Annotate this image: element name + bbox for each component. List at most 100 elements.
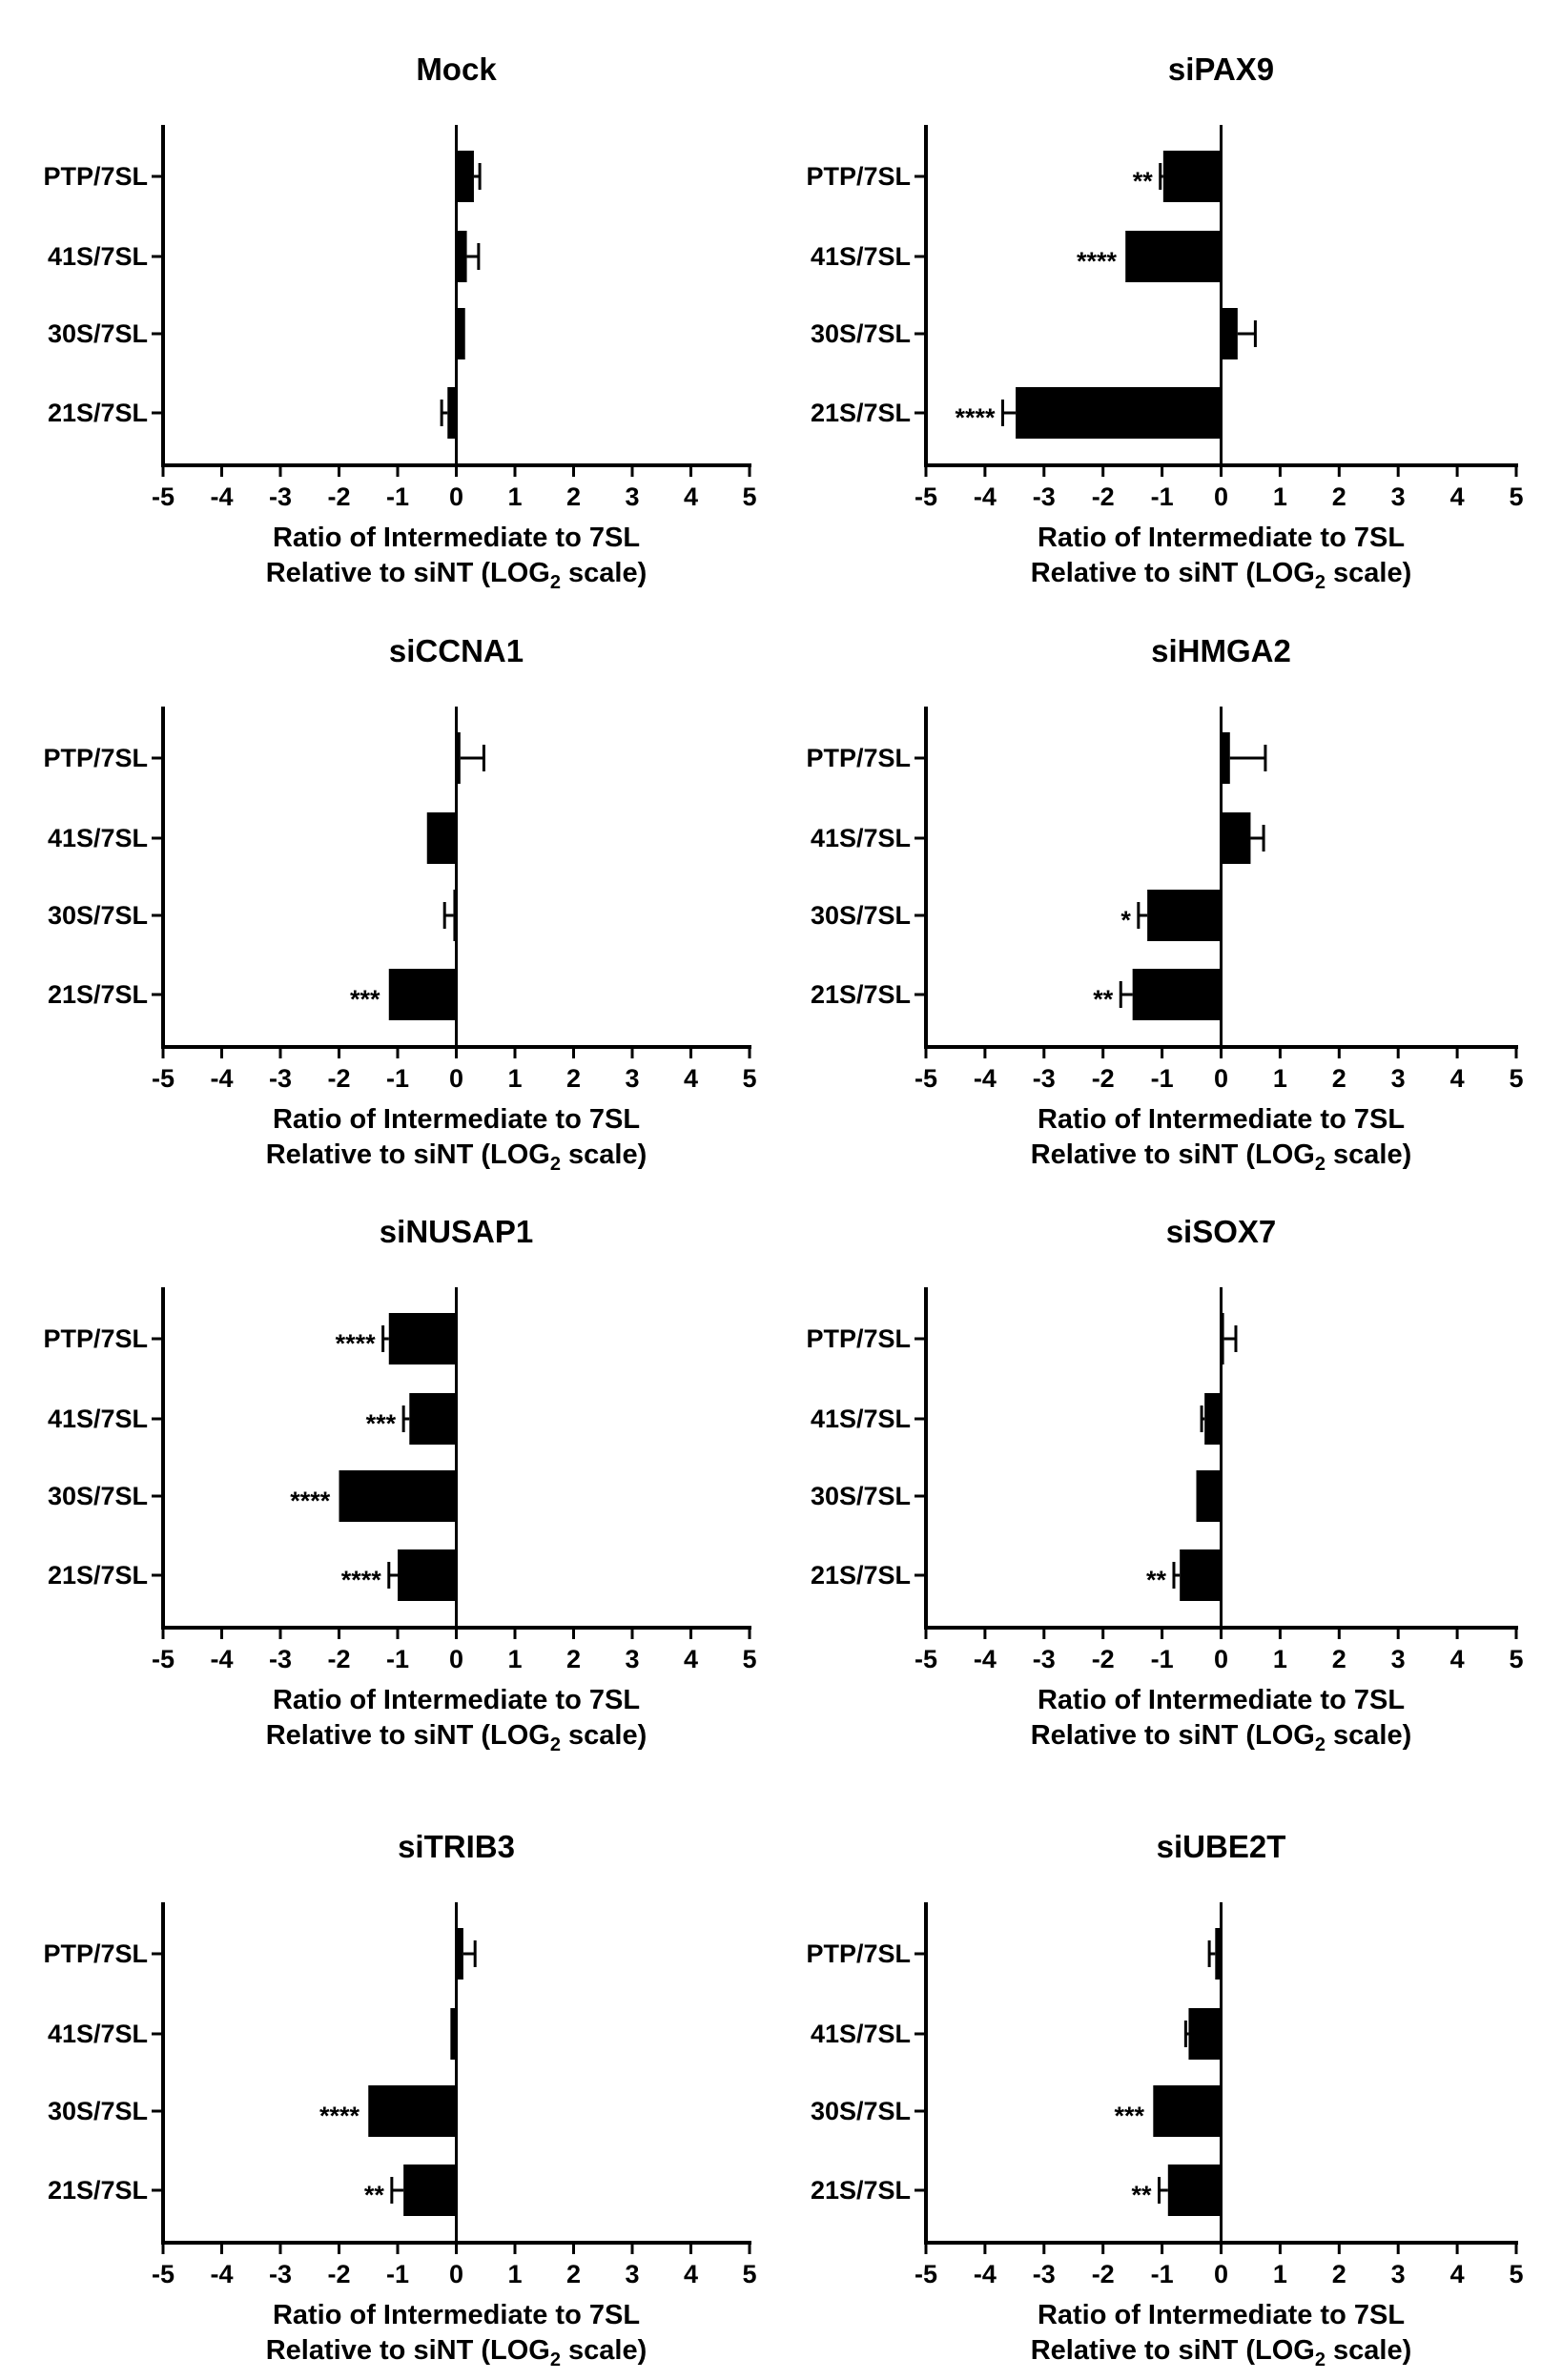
bar <box>388 969 457 1020</box>
x-tick-label: -4 <box>210 1064 233 1093</box>
x-tick-label: 1 <box>507 2260 522 2288</box>
chart-title: siSOX7 <box>1166 1214 1277 1249</box>
x-tick-label: -2 <box>327 1645 350 1673</box>
x-axis-label-subscript: 2 <box>550 2349 561 2370</box>
x-tick-label: 0 <box>1214 2260 1228 2288</box>
x-tick-label: -5 <box>152 482 175 511</box>
x-tick-label: -3 <box>1033 1064 1056 1093</box>
bar <box>1147 890 1222 941</box>
significance-label: **** <box>336 1329 377 1358</box>
x-axis-label-pre: Relative to siNT (LOG <box>1031 2335 1315 2366</box>
x-tick-label: 3 <box>1391 1064 1406 1093</box>
category-label: 21S/7SL <box>811 2176 911 2205</box>
x-tick-label: -3 <box>1033 482 1056 511</box>
bar <box>1153 2085 1222 2137</box>
x-tick-label: -2 <box>1092 482 1115 511</box>
chart-title: siTRIB3 <box>398 1829 515 1864</box>
x-axis-label-subscript: 2 <box>550 1154 561 1175</box>
category-label: 30S/7SL <box>48 319 148 348</box>
chart-panel-siHMGA2: siHMGA2 -5 -4 -3 -2 -1 0 1 2 3 4 5 PTP/7SL 41S/7SL 30S… <box>806 633 1523 1175</box>
x-tick-label: -1 <box>386 1064 409 1093</box>
category-label: PTP/7SL <box>43 1324 148 1353</box>
significance-label: **** <box>955 403 996 432</box>
chart-title: Mock <box>416 51 497 87</box>
x-tick-label: 4 <box>684 1064 698 1093</box>
category-label: 30S/7SL <box>811 1482 911 1510</box>
chart-title: siNUSAP1 <box>380 1214 533 1249</box>
significance-label: ** <box>1133 167 1154 195</box>
x-axis-label-line1: Ratio of Intermediate to 7SL <box>1038 1104 1405 1135</box>
bar <box>456 151 474 202</box>
x-axis-label-post: scale) <box>561 1139 647 1170</box>
x-tick-label: -3 <box>269 2260 292 2288</box>
x-tick-label: -2 <box>1092 1645 1115 1673</box>
x-tick-label: 4 <box>684 482 698 511</box>
bar <box>426 812 457 864</box>
x-tick-label: -1 <box>386 1645 409 1673</box>
x-tick-label: -2 <box>327 482 350 511</box>
x-tick-label: -1 <box>1151 1645 1174 1673</box>
bar <box>1180 1549 1222 1601</box>
x-axis-label-post: scale) <box>561 1720 647 1751</box>
category-label: 21S/7SL <box>48 2176 148 2205</box>
bar <box>1188 2008 1222 2060</box>
x-axis-label-subscript: 2 <box>550 572 561 593</box>
x-axis-label-line2: Relative to siNT (LOG2 scale) <box>266 1720 647 1755</box>
bar <box>456 1928 463 1980</box>
x-axis-label-post: scale) <box>1326 558 1411 588</box>
category-label: 21S/7SL <box>48 980 148 1009</box>
bar <box>403 2165 457 2216</box>
x-tick-label: 4 <box>1450 1064 1465 1093</box>
category-label: 41S/7SL <box>48 1405 148 1433</box>
chart-title: siCCNA1 <box>389 633 524 668</box>
bar <box>447 387 457 439</box>
chart-panel-siPAX9: siPAX9 -5 -4 -3 -2 -1 0 1 2 3 4 5 PTP/7SL ** 41S/7SL **… <box>806 51 1523 593</box>
x-tick-label: 1 <box>1273 1645 1287 1673</box>
bar <box>1016 387 1222 439</box>
significance-label: *** <box>1115 2102 1145 2130</box>
bar <box>1204 1393 1222 1445</box>
x-tick-label: -3 <box>269 482 292 511</box>
x-axis-label-line1: Ratio of Intermediate to 7SL <box>1038 523 1405 553</box>
x-tick-label: -3 <box>269 1064 292 1093</box>
x-tick-label: -3 <box>1033 2260 1056 2288</box>
x-axis-label-post: scale) <box>561 558 647 588</box>
x-axis-label-subscript: 2 <box>1315 1154 1326 1175</box>
x-axis-label-pre: Relative to siNT (LOG <box>1031 1139 1315 1170</box>
bar <box>1215 1928 1222 1980</box>
bar <box>456 308 465 359</box>
significance-label: * <box>1120 906 1131 934</box>
x-tick-label: -1 <box>386 2260 409 2288</box>
x-tick-label: -4 <box>210 1645 233 1673</box>
x-axis-label-subscript: 2 <box>1315 2349 1326 2370</box>
x-tick-label: 3 <box>1391 482 1406 511</box>
bar <box>339 1470 457 1522</box>
chart-panel-siTRIB3: siTRIB3 -5 -4 -3 -2 -1 0 1 2 3 4 5 PTP/7SL 41S/7SL 30S… <box>43 1829 756 2370</box>
x-tick-label: -2 <box>327 1064 350 1093</box>
x-tick-label: 3 <box>625 482 639 511</box>
x-tick-label: 5 <box>1509 1064 1523 1093</box>
bar <box>456 732 461 784</box>
chart-panel-siCCNA1: siCCNA1 -5 -4 -3 -2 -1 0 1 2 3 4 5 PTP/7SL 41S/7SL 30S… <box>43 633 756 1175</box>
x-axis-label-pre: Relative to siNT (LOG <box>266 2335 550 2366</box>
x-axis-label-post: scale) <box>561 2335 647 2366</box>
chart-title: siUBE2T <box>1157 1829 1286 1864</box>
category-label: 41S/7SL <box>811 824 911 852</box>
x-tick-label: 5 <box>742 1064 756 1093</box>
x-tick-label: -2 <box>1092 2260 1115 2288</box>
x-tick-label: 2 <box>1332 2260 1346 2288</box>
x-tick-label: 0 <box>1214 482 1228 511</box>
chart-title: siPAX9 <box>1168 51 1274 87</box>
x-axis-label-subscript: 2 <box>1315 1734 1326 1755</box>
x-tick-label: 3 <box>1391 1645 1406 1673</box>
x-axis-label-line2: Relative to siNT (LOG2 scale) <box>266 558 647 593</box>
bar <box>1196 1470 1222 1522</box>
bar <box>1221 1313 1224 1364</box>
x-tick-label: 3 <box>625 1064 639 1093</box>
category-label: 21S/7SL <box>811 1561 911 1590</box>
chart-panel-siNUSAP1: siNUSAP1 -5 -4 -3 -2 -1 0 1 2 3 4 5 PTP/7SL **** 41S/7… <box>43 1214 756 1755</box>
x-tick-label: 2 <box>566 482 581 511</box>
x-tick-label: -5 <box>915 2260 937 2288</box>
bar <box>388 1313 457 1364</box>
x-axis-label-line1: Ratio of Intermediate to 7SL <box>273 1104 640 1135</box>
